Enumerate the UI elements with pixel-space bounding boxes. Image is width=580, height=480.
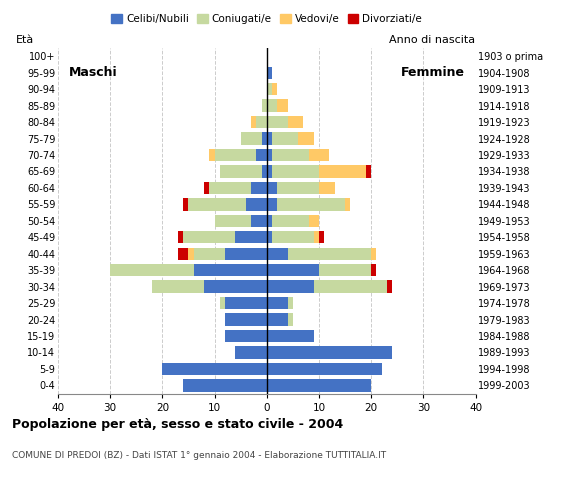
- Bar: [220, 165, 262, 178]
- Bar: [319, 182, 335, 194]
- Bar: [267, 116, 288, 128]
- Text: Femmine: Femmine: [401, 66, 465, 79]
- Bar: [194, 264, 267, 276]
- Bar: [183, 198, 188, 211]
- Bar: [288, 313, 293, 326]
- Bar: [267, 363, 382, 375]
- Bar: [267, 280, 314, 293]
- Bar: [220, 297, 225, 309]
- Bar: [272, 149, 309, 161]
- Bar: [298, 132, 314, 144]
- Text: COMUNE DI PREDOI (BZ) - Dati ISTAT 1° gennaio 2004 - Elaborazione TUTTITALIA.IT: COMUNE DI PREDOI (BZ) - Dati ISTAT 1° ge…: [12, 451, 386, 460]
- Bar: [209, 182, 251, 194]
- Bar: [272, 132, 298, 144]
- Bar: [256, 116, 267, 128]
- Bar: [309, 215, 319, 227]
- Bar: [215, 149, 256, 161]
- Bar: [204, 182, 209, 194]
- Bar: [267, 165, 272, 178]
- Bar: [194, 248, 225, 260]
- Bar: [267, 379, 371, 392]
- Bar: [267, 297, 288, 309]
- Bar: [314, 280, 387, 293]
- Bar: [272, 165, 319, 178]
- Bar: [319, 264, 371, 276]
- Bar: [272, 83, 277, 96]
- Bar: [267, 346, 392, 359]
- Bar: [204, 280, 267, 293]
- Bar: [188, 198, 246, 211]
- Bar: [267, 313, 288, 326]
- Bar: [225, 330, 267, 342]
- Bar: [235, 231, 267, 243]
- Text: Popolazione per età, sesso e stato civile - 2004: Popolazione per età, sesso e stato civil…: [12, 418, 343, 431]
- Bar: [319, 165, 366, 178]
- Bar: [152, 280, 204, 293]
- Bar: [262, 99, 267, 112]
- Bar: [277, 99, 288, 112]
- Bar: [345, 198, 350, 211]
- Bar: [251, 182, 267, 194]
- Bar: [183, 231, 235, 243]
- Bar: [251, 215, 267, 227]
- Bar: [267, 182, 277, 194]
- Bar: [178, 248, 188, 260]
- Bar: [267, 83, 272, 96]
- Bar: [225, 248, 267, 260]
- Bar: [371, 248, 376, 260]
- Bar: [277, 182, 319, 194]
- Bar: [288, 297, 293, 309]
- Bar: [371, 264, 376, 276]
- Bar: [319, 231, 324, 243]
- Bar: [267, 99, 277, 112]
- Bar: [272, 215, 309, 227]
- Text: Età: Età: [16, 35, 34, 45]
- Bar: [162, 363, 267, 375]
- Bar: [277, 198, 345, 211]
- Bar: [215, 215, 251, 227]
- Bar: [267, 198, 277, 211]
- Bar: [188, 248, 194, 260]
- Bar: [267, 149, 272, 161]
- Bar: [256, 149, 267, 161]
- Bar: [314, 231, 319, 243]
- Bar: [387, 280, 392, 293]
- Bar: [110, 264, 194, 276]
- Bar: [267, 132, 272, 144]
- Bar: [241, 132, 262, 144]
- Bar: [178, 231, 183, 243]
- Bar: [267, 264, 319, 276]
- Bar: [267, 231, 272, 243]
- Bar: [183, 379, 267, 392]
- Bar: [366, 165, 371, 178]
- Bar: [288, 248, 371, 260]
- Bar: [267, 330, 314, 342]
- Bar: [267, 248, 288, 260]
- Legend: Celibi/Nubili, Coniugati/e, Vedovi/e, Divorziati/e: Celibi/Nubili, Coniugati/e, Vedovi/e, Di…: [107, 10, 426, 28]
- Text: Maschi: Maschi: [68, 66, 117, 79]
- Bar: [246, 198, 267, 211]
- Bar: [235, 346, 267, 359]
- Bar: [272, 231, 314, 243]
- Bar: [262, 165, 267, 178]
- Bar: [309, 149, 329, 161]
- Bar: [225, 297, 267, 309]
- Bar: [267, 67, 272, 79]
- Bar: [225, 313, 267, 326]
- Text: Anno di nascita: Anno di nascita: [390, 35, 476, 45]
- Bar: [267, 215, 272, 227]
- Bar: [209, 149, 215, 161]
- Bar: [251, 116, 256, 128]
- Bar: [262, 132, 267, 144]
- Bar: [288, 116, 303, 128]
